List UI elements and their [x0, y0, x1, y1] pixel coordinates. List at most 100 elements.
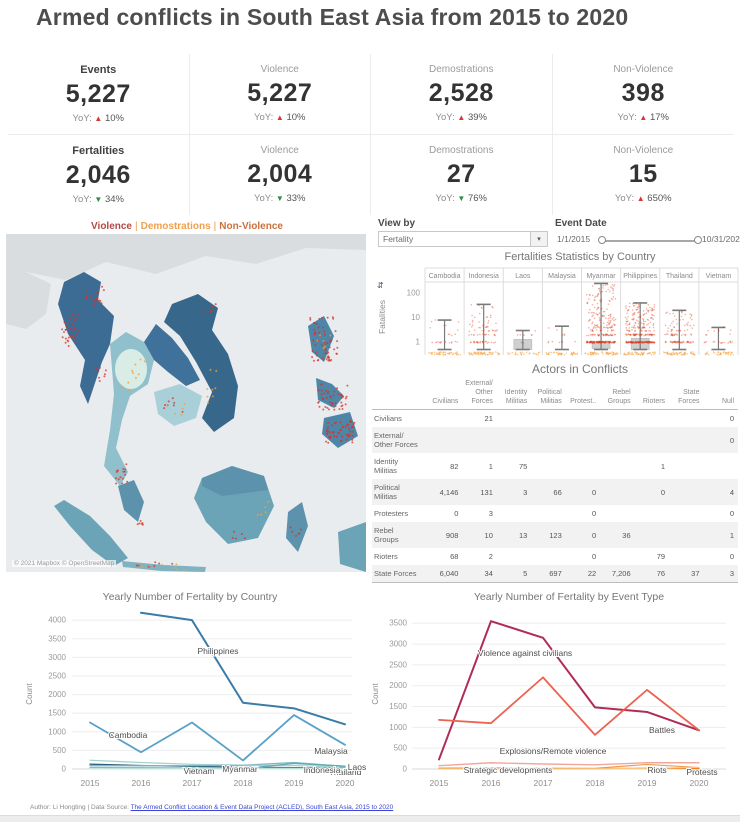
table-cell: 10 — [484, 530, 493, 540]
table-row[interactable]: Political Militias 4,146 131 3 66 0 0 4 — [372, 479, 738, 506]
table-cell — [497, 505, 531, 522]
map-attribution: © 2021 Mapbox © OpenStreetMap — [12, 560, 117, 567]
kpi-violence-fatalities: Violence 2,004 YoY: ▼ 33% — [190, 134, 371, 215]
svg-text:0: 0 — [62, 765, 67, 774]
kpi-label: Non-Violence — [613, 145, 674, 157]
table-cell — [635, 505, 669, 522]
table-cell — [600, 548, 634, 565]
table-cell — [566, 427, 600, 453]
trend-up-icon: ▲ — [457, 113, 466, 123]
sort-icon[interactable]: ⇵ — [377, 281, 384, 290]
table-cell: 123 — [549, 530, 562, 540]
table-cell: 1 — [660, 461, 666, 471]
trend-up-icon: ▲ — [94, 113, 103, 123]
page-title: Armed conflicts in South East Asia from … — [36, 4, 629, 30]
map-island-sumatra — [54, 500, 128, 566]
legend-item-non-violence[interactable]: Non-Violence — [219, 221, 283, 232]
table-cell: 37 — [691, 569, 700, 579]
kpi-value: 5,227 — [247, 79, 313, 108]
kpi-value: 5,227 — [65, 79, 131, 108]
table-cell: 3 — [488, 509, 493, 519]
map-region-central-thailand — [115, 349, 147, 389]
svg-text:2018: 2018 — [586, 778, 605, 788]
table-cell — [531, 548, 565, 565]
map-country-vietnam — [164, 294, 238, 432]
table-cell — [669, 548, 703, 565]
footer-credit: Author: Li Hongting | Data Source: The A… — [30, 804, 393, 811]
svg-text:0: 0 — [403, 765, 408, 774]
table-cell: 82 — [450, 461, 459, 471]
table-cell — [600, 479, 634, 505]
map-island-luzon — [308, 316, 334, 362]
table-cell — [669, 410, 703, 428]
svg-text:Riots: Riots — [647, 765, 666, 775]
kpi-grid: Events 5,227 YoY: ▲ 10% Violence 5,227 YoY: … — [8, 54, 734, 215]
date-slider-handle-left[interactable] — [598, 236, 606, 244]
series-line-thailand — [89, 759, 346, 768]
svg-text:10: 10 — [411, 313, 420, 322]
table-row[interactable]: Civilians 21 0 — [372, 410, 738, 428]
table-cell — [600, 427, 634, 453]
table-cell: 6,040 — [439, 569, 459, 579]
svg-text:3500: 3500 — [48, 634, 66, 643]
svg-text:Malaysia: Malaysia — [314, 746, 348, 756]
kpi-value: 2,004 — [247, 160, 313, 189]
svg-text:3000: 3000 — [48, 653, 66, 662]
table-cell — [669, 522, 703, 548]
svg-text:2500: 2500 — [48, 671, 66, 680]
legend-item-violence[interactable]: Violence — [91, 221, 132, 232]
kpi-value: 2,528 — [428, 79, 494, 108]
date-slider-track[interactable] — [604, 240, 696, 242]
table-cell: 4 — [729, 487, 734, 497]
svg-text:3500: 3500 — [389, 619, 407, 628]
date-slider-handle-right[interactable] — [694, 236, 702, 244]
map-country-cambodia — [154, 384, 202, 426]
row-label: Identity Militias — [374, 457, 399, 476]
svg-text:Laos: Laos — [515, 273, 531, 280]
svg-text:2015: 2015 — [81, 778, 100, 788]
table-cell: 5 — [523, 569, 528, 579]
table-cell — [566, 410, 600, 428]
trend-up-icon: ▲ — [275, 113, 284, 123]
kpi-nonviolence-events: Non-Violence 398 YoY: ▲ 17% — [552, 54, 734, 135]
table-row[interactable]: External/ Other Forces 0 — [372, 427, 738, 454]
table-cell: 7,206 — [611, 569, 631, 579]
svg-text:500: 500 — [53, 746, 67, 755]
data-source-link[interactable]: The Armed Conflict Location & Event Data… — [130, 804, 394, 811]
boxplot-col-laos: Laos — [507, 273, 541, 356]
table-cell — [635, 410, 669, 428]
trend-up-icon: ▲ — [639, 113, 648, 123]
row-label: State Forces — [374, 569, 417, 579]
column-header: Null — [721, 397, 734, 405]
svg-text:2017: 2017 — [534, 778, 553, 788]
trend-up-icon: ▲ — [636, 194, 645, 204]
table-cell — [531, 453, 565, 479]
map-canvas[interactable] — [6, 234, 366, 572]
kpi-yoy: YoY: ▲ 10% — [72, 112, 124, 124]
map-region-malaysia-borneo — [202, 466, 268, 496]
legend-item-demostrations[interactable]: Demostrations — [140, 221, 211, 232]
svg-text:Vietnam: Vietnam — [183, 766, 214, 776]
line-chart-country[interactable]: 0 500 1000 1500 2000 2500 3000 3500 4000 2015 2016… — [0, 586, 370, 800]
row-label: External/ Other Forces — [374, 431, 418, 450]
chevron-down-icon[interactable]: ▾ — [530, 232, 547, 246]
table-cell — [669, 479, 703, 505]
boxplot-col-myanmar: Myanmar — [584, 273, 619, 356]
table-row[interactable]: State Forces 6,040 34 5 697 22 7,206 76 37 3 — [372, 565, 738, 583]
svg-text:1500: 1500 — [389, 702, 407, 711]
column-header: Identity Militias — [504, 388, 528, 405]
svg-text:Indonesia: Indonesia — [304, 765, 341, 775]
svg-text:Thailand: Thailand — [329, 767, 362, 777]
table-row[interactable]: Identity Militias 82 1 75 1 — [372, 453, 738, 479]
table-row[interactable]: Protesters 0 3 0 0 — [372, 505, 738, 522]
line-chart-event-type[interactable]: 0 500 1000 1500 2000 2500 3000 3500 2015 2016 2017… — [370, 586, 740, 800]
boxplot-canvas[interactable]: 1 10 100 Cambodia Indonesia Laos Malaysia Myanm… — [378, 264, 740, 361]
table-row[interactable]: Rebel Groups 908 10 13 123 0 36 1 — [372, 522, 738, 549]
view-by-value: Fertality — [383, 234, 414, 244]
view-by-dropdown[interactable]: Fertality ▾ — [378, 231, 548, 247]
trend-down-icon: ▼ — [94, 194, 103, 204]
table-cell: 75 — [518, 461, 528, 471]
svg-text:Myanmar: Myanmar — [586, 273, 616, 280]
svg-text:Malaysia: Malaysia — [548, 273, 576, 280]
table-row[interactable]: Rioters 68 2 0 79 0 — [372, 548, 738, 565]
